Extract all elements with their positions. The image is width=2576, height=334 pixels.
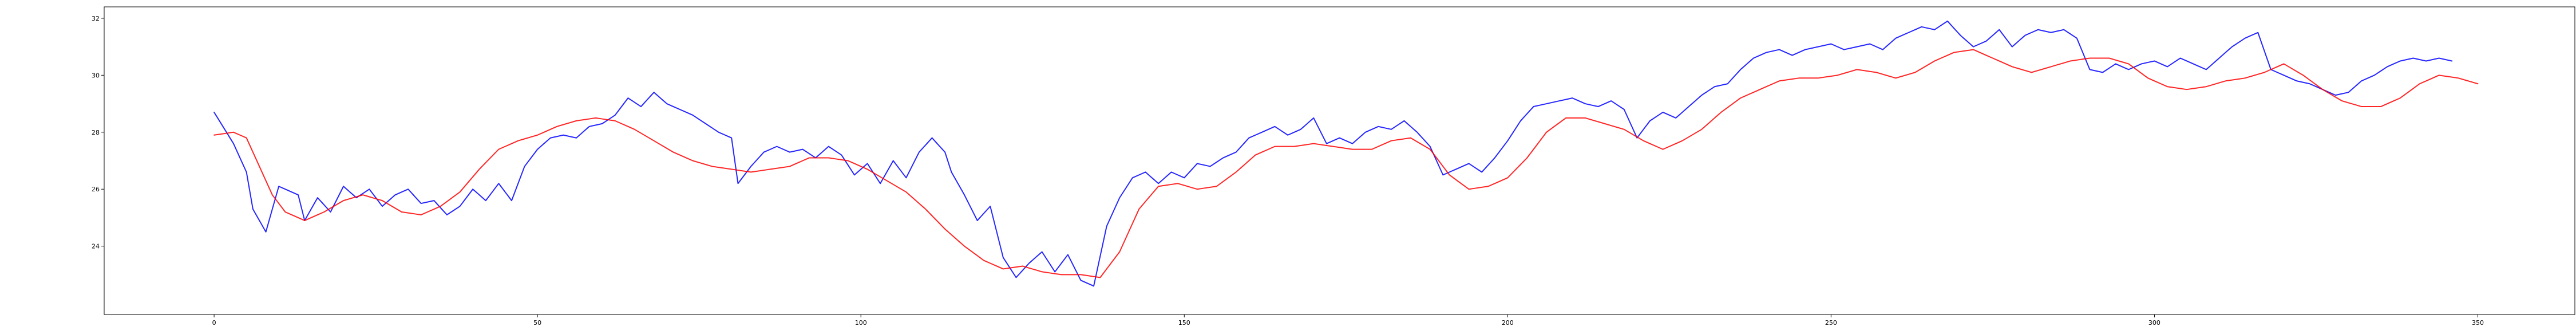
y-tick-label: 30 xyxy=(92,72,100,79)
series-layer xyxy=(213,20,2479,287)
y-tick-label: 32 xyxy=(92,15,100,22)
x-tick-label: 200 xyxy=(1502,319,1514,327)
y-tick-label: 24 xyxy=(92,243,100,250)
y-tick-label: 28 xyxy=(92,129,100,136)
series-line-1 xyxy=(213,20,2453,287)
x-tick-label: 150 xyxy=(1178,319,1190,327)
axes xyxy=(104,6,2575,315)
plot-frame xyxy=(104,6,2575,315)
x-tick-label: 50 xyxy=(533,319,541,327)
x-tick-label: 0 xyxy=(212,319,216,327)
x-tick-label: 300 xyxy=(2148,319,2160,327)
x-tick-label: 350 xyxy=(2472,319,2484,327)
x-tick-label: 250 xyxy=(1825,319,1837,327)
series-line-2 xyxy=(213,49,2479,278)
y-tick-label: 26 xyxy=(92,186,100,193)
x-tick-label: 100 xyxy=(855,319,867,327)
ticks: 0 50 100 150 200 250 300 350 24 26 28 30 32 xyxy=(92,15,2484,327)
